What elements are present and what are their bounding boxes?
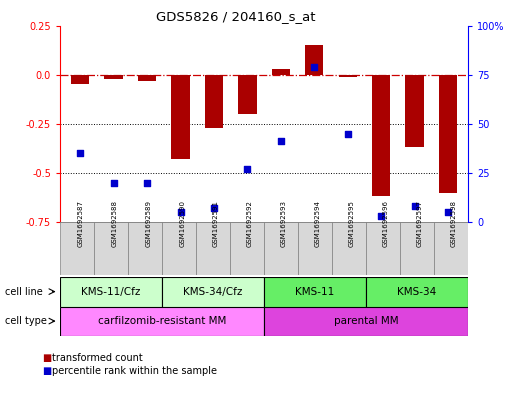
Bar — [271, 69, 290, 75]
Bar — [338, 75, 357, 77]
Bar — [60, 307, 264, 336]
Bar — [205, 75, 223, 128]
Point — [444, 209, 452, 215]
Text: GSM1692595: GSM1692595 — [349, 200, 355, 247]
Point — [277, 138, 285, 145]
Text: ■: ■ — [42, 366, 51, 376]
Text: GSM1692587: GSM1692587 — [77, 200, 83, 247]
Bar — [105, 75, 123, 79]
Bar — [264, 277, 366, 307]
Text: GSM1692593: GSM1692593 — [281, 200, 287, 247]
Text: KMS-11/Cfz: KMS-11/Cfz — [82, 287, 141, 297]
Point — [411, 203, 419, 209]
Text: GSM1692588: GSM1692588 — [111, 200, 117, 247]
Bar — [162, 222, 196, 275]
Text: GSM1692598: GSM1692598 — [451, 200, 457, 247]
Text: ■: ■ — [42, 353, 51, 363]
Bar — [439, 75, 457, 193]
Text: GSM1692590: GSM1692590 — [179, 200, 185, 247]
Text: GSM1692596: GSM1692596 — [383, 200, 389, 247]
Point — [176, 209, 185, 215]
Bar — [71, 75, 89, 84]
Bar — [264, 307, 468, 336]
Bar — [298, 222, 332, 275]
Text: GSM1692589: GSM1692589 — [145, 200, 151, 247]
Text: GDS5826 / 204160_s_at: GDS5826 / 204160_s_at — [156, 10, 315, 23]
Bar — [162, 277, 264, 307]
Bar — [60, 222, 94, 275]
Point — [310, 64, 319, 70]
Point — [109, 180, 118, 186]
Point — [76, 150, 84, 156]
Bar — [305, 45, 323, 75]
Point — [143, 180, 151, 186]
Text: KMS-34: KMS-34 — [397, 287, 437, 297]
Bar — [332, 222, 366, 275]
Text: transformed count: transformed count — [52, 353, 143, 363]
Point — [243, 166, 252, 172]
Bar — [128, 222, 162, 275]
Bar — [94, 222, 128, 275]
Bar — [405, 75, 424, 147]
Bar — [264, 222, 298, 275]
Bar — [138, 75, 156, 81]
Text: KMS-34/Cfz: KMS-34/Cfz — [184, 287, 243, 297]
Text: GSM1692591: GSM1692591 — [213, 200, 219, 247]
Text: percentile rank within the sample: percentile rank within the sample — [52, 366, 217, 376]
Text: carfilzomib-resistant MM: carfilzomib-resistant MM — [98, 316, 226, 326]
Bar — [172, 75, 190, 159]
Point — [377, 213, 385, 219]
Text: cell line: cell line — [5, 286, 43, 297]
Point — [344, 130, 352, 137]
Bar — [372, 75, 390, 196]
Point — [210, 205, 218, 211]
Bar — [196, 222, 230, 275]
Text: parental MM: parental MM — [334, 316, 399, 326]
Text: GSM1692597: GSM1692597 — [417, 200, 423, 247]
Bar — [238, 75, 257, 114]
Bar — [366, 222, 400, 275]
Bar — [400, 222, 434, 275]
Bar — [434, 222, 468, 275]
Text: cell type: cell type — [5, 316, 47, 326]
Text: GSM1692592: GSM1692592 — [247, 200, 253, 247]
Text: KMS-11: KMS-11 — [295, 287, 335, 297]
Bar — [366, 277, 468, 307]
Text: GSM1692594: GSM1692594 — [315, 200, 321, 247]
Bar — [230, 222, 264, 275]
Bar — [60, 277, 162, 307]
